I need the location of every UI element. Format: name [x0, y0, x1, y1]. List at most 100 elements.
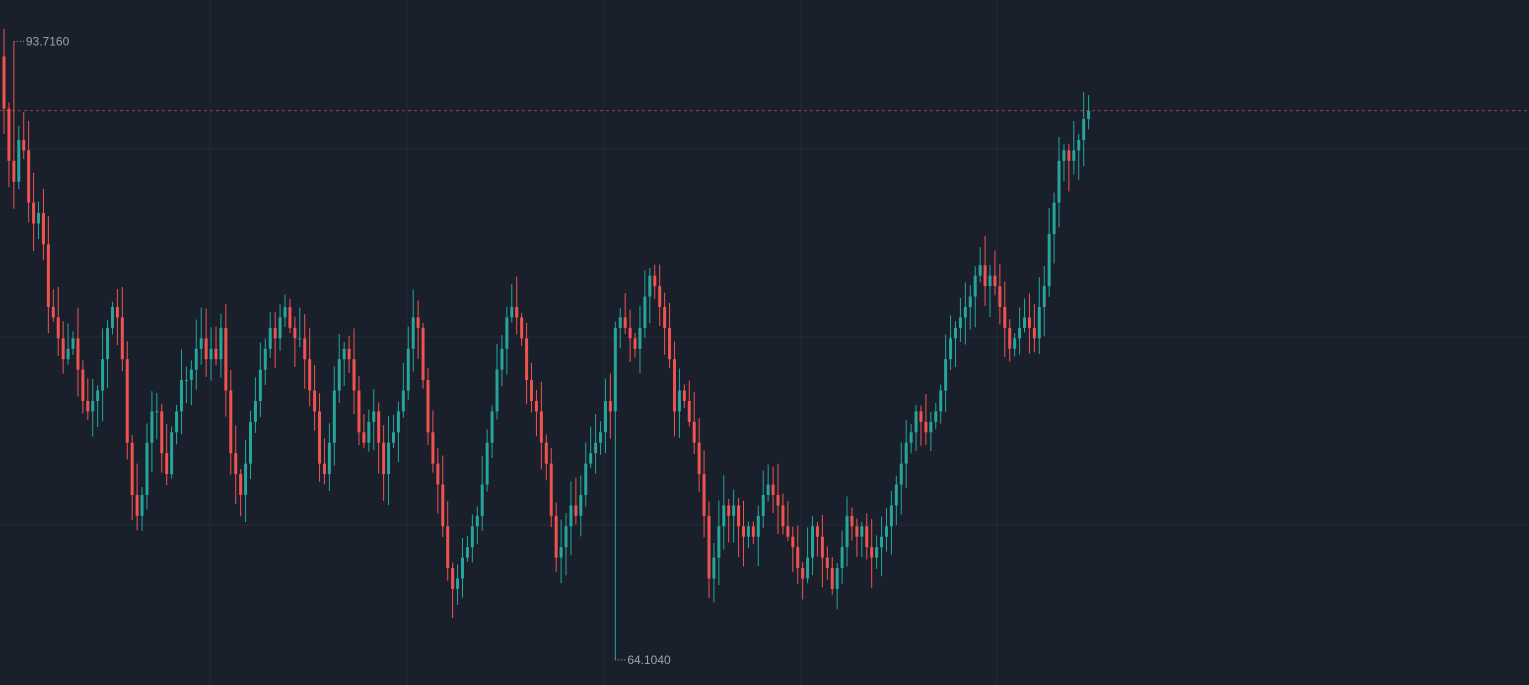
- candle-body: [460, 557, 464, 579]
- candle-body: [66, 348, 70, 360]
- candle-body: [495, 369, 499, 412]
- candle-body: [480, 484, 484, 516]
- candle: [520, 312, 524, 346]
- candle-body: [46, 244, 50, 307]
- candle-body: [958, 317, 962, 328]
- candle-body: [1067, 150, 1071, 161]
- candle: [919, 405, 923, 446]
- candle-body: [500, 348, 504, 370]
- candle-body: [253, 400, 257, 422]
- candle: [308, 328, 312, 407]
- candle-body: [870, 547, 874, 558]
- candle-body: [96, 390, 100, 401]
- candle-body: [530, 380, 534, 401]
- candle: [766, 464, 770, 502]
- candle-body: [914, 411, 918, 433]
- candle-body: [387, 442, 391, 475]
- candle: [702, 450, 706, 538]
- candle-body: [61, 338, 65, 360]
- candle-body: [988, 275, 992, 287]
- candle-body: [263, 348, 267, 370]
- candle: [214, 326, 218, 366]
- candle: [786, 501, 790, 542]
- candle: [746, 521, 750, 549]
- candle-body: [968, 296, 972, 307]
- candle: [884, 508, 888, 552]
- candle-body: [830, 568, 834, 589]
- candle-body: [722, 505, 726, 527]
- candle: [1013, 333, 1017, 357]
- candle: [303, 314, 307, 389]
- candle: [1057, 136, 1061, 228]
- candle: [751, 521, 755, 545]
- candle-body: [490, 411, 494, 443]
- candle: [756, 505, 760, 567]
- candle: [322, 438, 326, 485]
- candle-body: [456, 578, 460, 589]
- candle-body: [761, 494, 765, 516]
- candle: [249, 410, 252, 480]
- candle-body: [125, 359, 129, 443]
- candle: [189, 360, 193, 406]
- candle-body: [41, 213, 45, 245]
- candle-body: [7, 108, 11, 161]
- candle-body: [697, 442, 701, 475]
- candle-body: [273, 327, 277, 339]
- candle-body: [332, 390, 336, 443]
- candle: [929, 411, 933, 452]
- candle-body: [391, 432, 395, 443]
- candle: [776, 463, 780, 535]
- candle: [978, 247, 982, 283]
- candle-body: [318, 411, 322, 464]
- candle: [199, 307, 203, 365]
- candle: [825, 546, 829, 580]
- candle: [120, 286, 124, 372]
- candle: [1042, 266, 1046, 336]
- candle: [273, 312, 277, 368]
- candle-body: [278, 317, 282, 339]
- candle-body: [756, 515, 760, 537]
- candle-body: [303, 338, 307, 360]
- candle-body: [37, 213, 41, 224]
- candle-body: [618, 317, 622, 328]
- candle: [56, 286, 60, 356]
- candle: [653, 264, 657, 299]
- candle: [490, 405, 494, 458]
- candle-body: [860, 526, 864, 537]
- candle: [22, 112, 26, 160]
- candle: [91, 378, 95, 437]
- candle: [835, 563, 839, 610]
- candle-body: [1032, 327, 1036, 339]
- candle: [258, 342, 262, 418]
- candle: [742, 500, 745, 567]
- candle: [436, 448, 440, 514]
- candle-body: [638, 327, 642, 349]
- candle-body: [766, 484, 770, 495]
- candle-body: [342, 348, 346, 360]
- candle-body: [421, 327, 425, 381]
- candle: [179, 349, 183, 435]
- candle: [342, 342, 346, 387]
- candle-body: [692, 421, 696, 443]
- candle-body: [934, 411, 938, 422]
- candle-body: [939, 390, 943, 412]
- candle: [500, 335, 504, 387]
- candle: [234, 425, 238, 505]
- candle-body: [362, 432, 366, 443]
- candle: [934, 403, 938, 430]
- candle: [347, 335, 351, 373]
- candle-body: [811, 526, 815, 558]
- candle-body: [894, 484, 898, 506]
- candle: [1037, 277, 1041, 354]
- candle: [1077, 133, 1081, 180]
- candle: [32, 172, 36, 252]
- candle: [1027, 293, 1031, 354]
- candle-body: [327, 442, 331, 475]
- candle: [372, 389, 376, 451]
- candle: [801, 562, 805, 600]
- candle-body: [22, 139, 26, 151]
- candle: [623, 293, 627, 334]
- candle: [160, 403, 164, 473]
- candle-body: [559, 547, 563, 558]
- candle-body: [796, 547, 800, 569]
